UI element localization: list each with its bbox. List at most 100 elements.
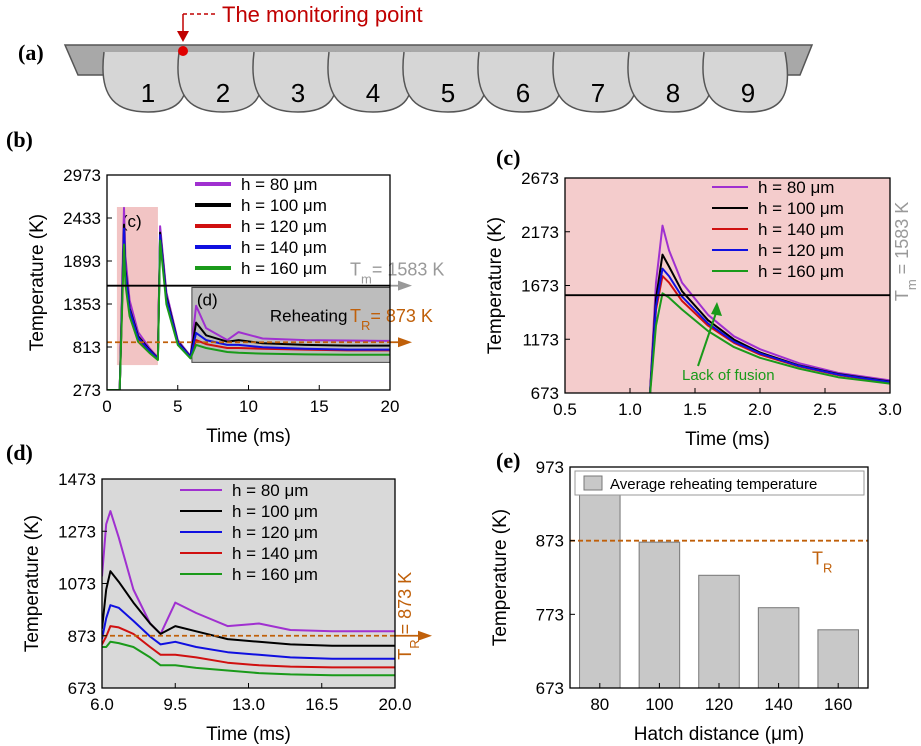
- reference-label-part: m: [904, 279, 919, 290]
- reference-label: TR = 873 K: [395, 572, 422, 660]
- y-tick-label: 1173: [522, 330, 559, 349]
- annotation-arrow: [697, 309, 718, 367]
- series-group: [107, 206, 390, 390]
- x-tick-label: 160: [824, 695, 852, 714]
- reference-label-part: = 873 K: [395, 572, 415, 640]
- x-tick-label: 120: [705, 695, 733, 714]
- x-tick-label: 10: [239, 397, 258, 416]
- region-label: (d): [197, 291, 218, 310]
- x-tick-label: 0: [102, 397, 111, 416]
- y-tick-label: 2173: [521, 223, 559, 242]
- reference-label: Tm= 1583 K: [350, 260, 444, 287]
- reference-label: TR= 873 K: [350, 306, 433, 333]
- reference-label-part: = 1583 K: [892, 202, 912, 280]
- legend-label: h = 140 μm: [241, 238, 327, 257]
- reference-arrow: [398, 337, 412, 348]
- y-tick-label: 1353: [63, 295, 101, 314]
- bar: [579, 490, 621, 689]
- x-tick-label: 6.0: [90, 695, 114, 714]
- track: [702, 51, 789, 113]
- x-tick-label: 1.0: [618, 400, 642, 419]
- y-tick-label: 673: [68, 679, 96, 698]
- series-group: [648, 224, 890, 393]
- legend-label: h = 140 μm: [758, 220, 844, 239]
- reference-arrow: [398, 280, 412, 291]
- bar: [638, 541, 681, 689]
- y-axis-title: Temperature (K): [27, 214, 48, 351]
- legend-label: h = 160 μm: [758, 262, 844, 281]
- legend-label: h = 100 μm: [758, 199, 844, 218]
- region-note: Reheating: [270, 307, 348, 326]
- track-number: 6: [516, 78, 530, 108]
- series-line: [102, 625, 395, 669]
- reference-label: TR: [812, 549, 832, 576]
- series-line: [102, 570, 395, 647]
- legend-label: h = 80 μm: [241, 175, 317, 194]
- legend-label: h = 80 μm: [758, 178, 834, 197]
- series-line: [649, 292, 890, 393]
- series-line: [102, 604, 395, 660]
- reference-label-part: T: [350, 306, 361, 326]
- series-line: [102, 510, 395, 635]
- panel-label: (e): [496, 448, 520, 473]
- callout-arrow: [177, 31, 189, 42]
- monitoring-point: [178, 46, 188, 56]
- x-tick-label: 0.5: [553, 400, 577, 419]
- series-group: [102, 510, 395, 677]
- x-tick-label: 140: [764, 695, 792, 714]
- track-number: 4: [366, 78, 380, 108]
- x-tick-label: 5: [173, 397, 182, 416]
- y-tick-label: 813: [73, 338, 101, 357]
- scan-track-schematic: 1 2 3 4 5 6 7 8 9: [63, 44, 814, 113]
- x-tick-label: 1.5: [683, 400, 707, 419]
- y-tick-label: 1673: [521, 277, 559, 296]
- x-tick-label: 3.0: [878, 400, 902, 419]
- x-tick-label: 20.0: [378, 695, 411, 714]
- track-number: 8: [666, 78, 680, 108]
- series-line: [648, 224, 890, 393]
- panel-label: (d): [6, 440, 33, 465]
- legend-label: h = 140 μm: [232, 544, 318, 563]
- annotation: Lack of fusion: [682, 367, 775, 384]
- reference-label-part: T: [892, 290, 912, 301]
- x-tick-label: 15: [310, 397, 329, 416]
- y-tick-label: 1893: [63, 252, 101, 271]
- annotation-arrowhead: [711, 302, 722, 316]
- series-line: [102, 640, 395, 677]
- x-tick-label: 2.5: [813, 400, 837, 419]
- track-number: 5: [441, 78, 455, 108]
- y-tick-label: 973: [536, 458, 564, 477]
- reference-label: Tm = 1583 K: [892, 202, 919, 301]
- legend-swatch: [583, 475, 603, 491]
- x-tick-label: 2.0: [748, 400, 772, 419]
- plot-frame: [569, 466, 869, 689]
- x-axis-title: Time (ms): [206, 426, 291, 447]
- reference-label-part: m: [361, 271, 372, 286]
- panel-label: (a): [18, 40, 44, 65]
- y-tick-label: 673: [536, 679, 564, 698]
- x-axis-title: Time (ms): [206, 724, 291, 745]
- plot-background: [565, 178, 890, 393]
- legend-label: Average reheating temperature: [610, 476, 817, 493]
- track-number: 2: [216, 78, 230, 108]
- bar: [698, 574, 740, 689]
- series-line: [107, 239, 390, 390]
- x-tick-label: 16.5: [305, 695, 338, 714]
- series-line: [649, 267, 890, 393]
- panel-label: (c): [496, 145, 520, 170]
- panel-label: (b): [6, 127, 33, 152]
- bar: [817, 629, 859, 689]
- x-tick-label: 9.5: [163, 695, 187, 714]
- x-tick-label: 80: [590, 695, 609, 714]
- y-tick-label: 2973: [63, 166, 101, 185]
- x-tick-label: 20: [381, 397, 400, 416]
- x-tick-label: 100: [645, 695, 673, 714]
- legend-label: h = 80 μm: [232, 481, 308, 500]
- y-tick-label: 773: [536, 605, 564, 624]
- y-tick-label: 1473: [58, 470, 96, 489]
- bar: [757, 607, 800, 689]
- legend-label: h = 160 μm: [232, 565, 318, 584]
- track-number: 1: [141, 78, 155, 108]
- reference-label-part: R: [361, 318, 370, 333]
- track-number: 3: [291, 78, 305, 108]
